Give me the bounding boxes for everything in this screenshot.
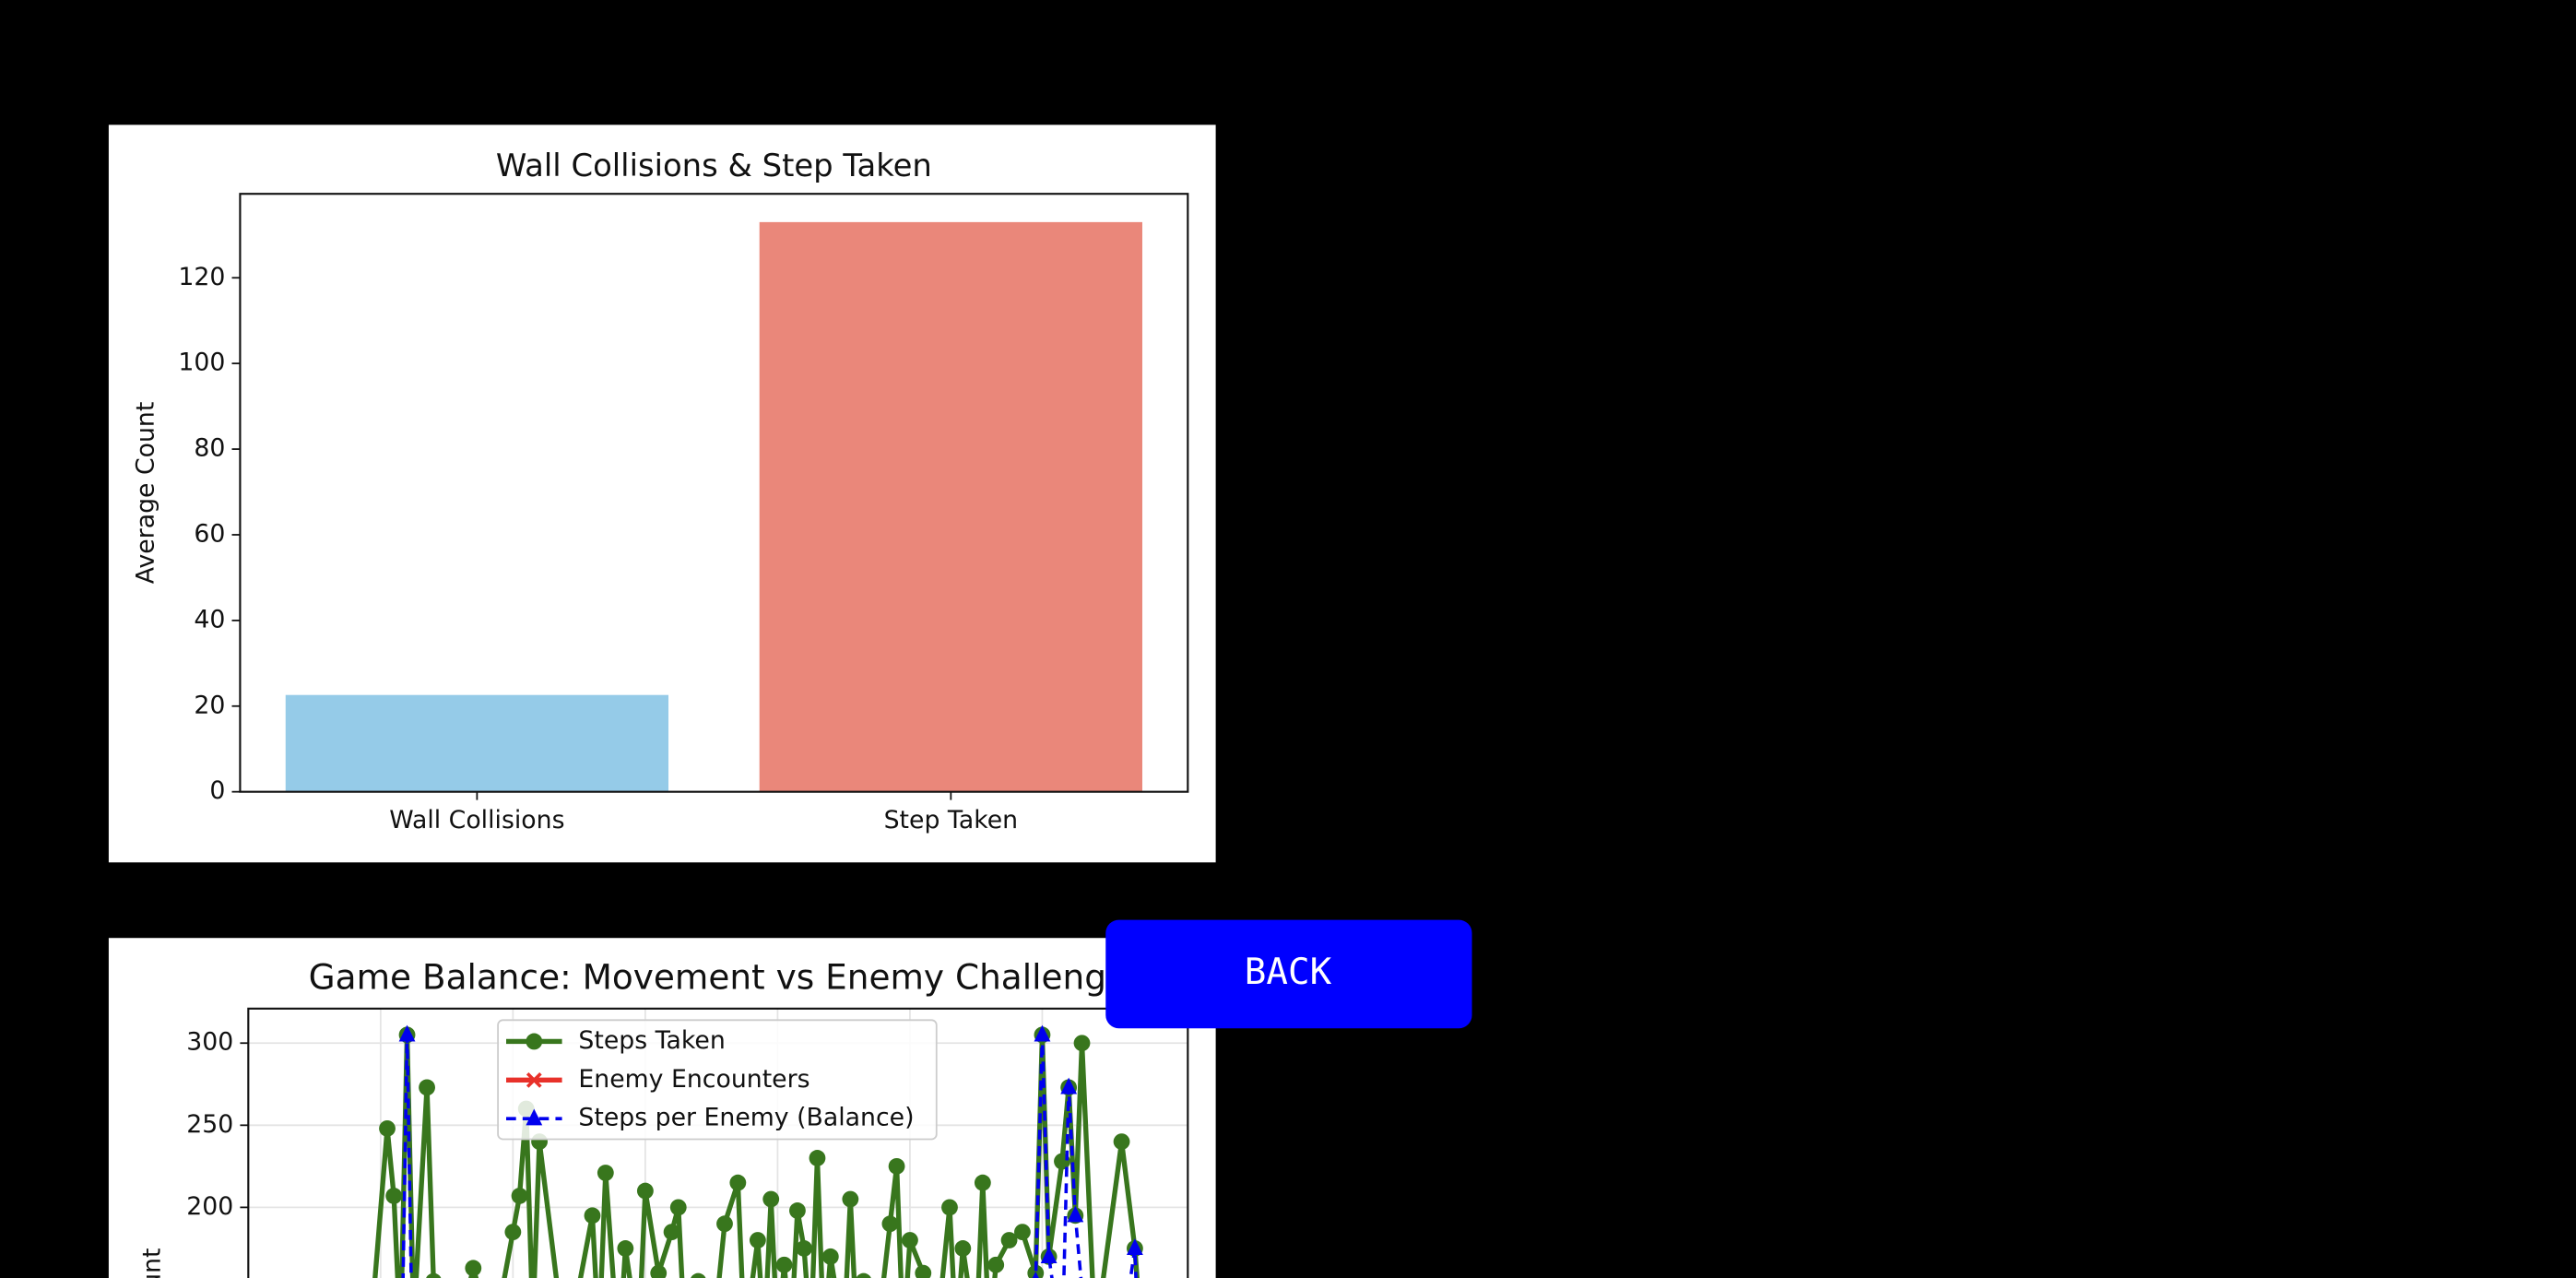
point bbox=[584, 1207, 601, 1225]
point bbox=[1073, 1035, 1091, 1052]
point bbox=[974, 1174, 991, 1191]
point bbox=[636, 1182, 654, 1200]
axes-frame bbox=[247, 1007, 1189, 1278]
point bbox=[1032, 1271, 1039, 1278]
point bbox=[663, 1224, 680, 1241]
point bbox=[789, 1202, 806, 1219]
point bbox=[1000, 1232, 1018, 1248]
y-tick-label: 0 bbox=[209, 776, 225, 805]
point bbox=[597, 1165, 614, 1181]
point bbox=[691, 1272, 706, 1278]
chart: Game Balance: Movement vs Enemy Challeng… bbox=[108, 938, 1216, 1278]
point bbox=[915, 1264, 932, 1278]
point bbox=[426, 1272, 442, 1278]
legend-label: Steps Taken bbox=[578, 1026, 725, 1055]
bar bbox=[285, 694, 669, 792]
legend-label: Steps per Enemy (Balance) bbox=[578, 1104, 914, 1132]
point bbox=[419, 1079, 435, 1096]
point bbox=[856, 1272, 871, 1278]
point bbox=[749, 1232, 766, 1248]
point bbox=[385, 1188, 403, 1204]
y-tick-label: 300 bbox=[186, 1028, 233, 1057]
point bbox=[821, 1248, 839, 1265]
plot-area bbox=[372, 1024, 1143, 1278]
point bbox=[650, 1264, 668, 1278]
point bbox=[1060, 1077, 1078, 1095]
point bbox=[716, 1215, 733, 1233]
point bbox=[1034, 1024, 1051, 1042]
button-label[interactable]: BACK bbox=[1245, 952, 1332, 993]
point bbox=[881, 1215, 899, 1233]
y-tick-label: 200 bbox=[186, 1192, 233, 1221]
bar bbox=[759, 221, 1142, 792]
point bbox=[1014, 1224, 1031, 1241]
point bbox=[775, 1256, 793, 1273]
point bbox=[842, 1190, 859, 1208]
legend-marker bbox=[526, 1033, 543, 1050]
point bbox=[796, 1240, 813, 1257]
chart-title: Game Balance: Movement vs Enemy Challeng… bbox=[309, 956, 1128, 997]
back-button[interactable]: BACK bbox=[1105, 919, 1472, 1029]
point bbox=[987, 1256, 1005, 1273]
point bbox=[729, 1174, 747, 1191]
y-axis-label: Count bbox=[137, 1248, 166, 1278]
point bbox=[398, 1024, 416, 1042]
legend-marker bbox=[526, 1108, 543, 1126]
legend-box bbox=[497, 1019, 938, 1141]
point bbox=[1113, 1133, 1130, 1151]
y-tick-label: 80 bbox=[194, 434, 225, 463]
button-bg[interactable] bbox=[1105, 919, 1472, 1029]
point bbox=[902, 1232, 918, 1248]
y-tick-label: 120 bbox=[178, 263, 225, 291]
point bbox=[809, 1150, 826, 1166]
point bbox=[1040, 1247, 1058, 1263]
point bbox=[465, 1260, 482, 1277]
y-tick-label: 60 bbox=[194, 519, 225, 548]
y-tick-label: 250 bbox=[186, 1110, 233, 1139]
point bbox=[511, 1188, 528, 1204]
x-tick-label: Wall Collisions bbox=[389, 806, 564, 834]
axes-frame bbox=[239, 193, 1189, 793]
legend-label: Enemy Encounters bbox=[578, 1065, 809, 1094]
y-tick-label: 100 bbox=[178, 349, 225, 377]
point bbox=[379, 1119, 396, 1137]
point bbox=[504, 1224, 522, 1241]
y-tick-label: 20 bbox=[194, 691, 225, 719]
chart: Wall Collisions & Step Taken Average Coun… bbox=[108, 124, 1216, 863]
point bbox=[669, 1199, 687, 1216]
x-tick-label: Step Taken bbox=[884, 806, 1019, 834]
y-axis-label: Average Count bbox=[131, 402, 160, 585]
point bbox=[888, 1157, 905, 1175]
point bbox=[1127, 1238, 1143, 1256]
y-tick-label: 150 bbox=[186, 1274, 233, 1278]
chart-title: Wall Collisions & Step Taken bbox=[496, 148, 932, 183]
point bbox=[762, 1190, 780, 1208]
point bbox=[954, 1240, 972, 1257]
point bbox=[617, 1240, 634, 1257]
charts: Wall Collisions & Step Taken Average Coun… bbox=[108, 124, 1216, 1278]
legend-marker bbox=[526, 1071, 542, 1088]
point bbox=[1067, 1205, 1084, 1223]
y-tick-label: 40 bbox=[194, 605, 225, 633]
point bbox=[941, 1199, 958, 1216]
